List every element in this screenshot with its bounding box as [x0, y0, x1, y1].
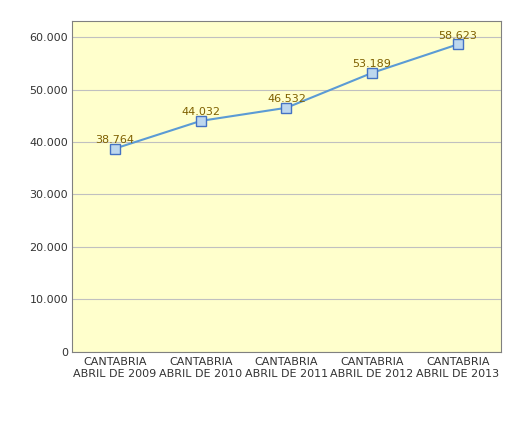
- Text: 53.189: 53.189: [352, 59, 392, 69]
- Text: 38.764: 38.764: [95, 135, 135, 145]
- Text: 44.032: 44.032: [181, 107, 220, 117]
- Text: 58.623: 58.623: [438, 31, 477, 41]
- Text: 46.532: 46.532: [267, 94, 306, 104]
